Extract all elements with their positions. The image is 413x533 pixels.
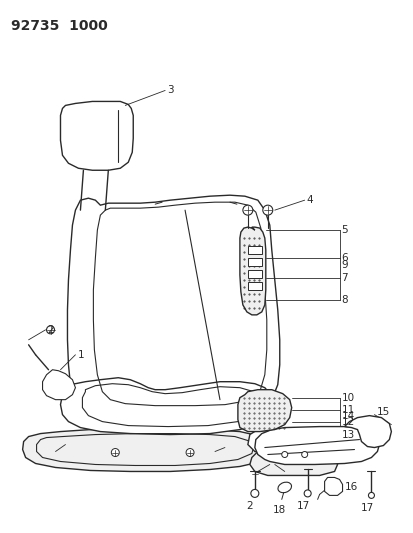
Polygon shape bbox=[247, 258, 261, 266]
Polygon shape bbox=[247, 430, 334, 455]
Polygon shape bbox=[237, 390, 291, 432]
Text: 18: 18 bbox=[273, 505, 286, 515]
Text: 15: 15 bbox=[375, 407, 389, 417]
Polygon shape bbox=[247, 282, 261, 290]
Text: 9: 9 bbox=[341, 260, 347, 270]
Text: 7: 7 bbox=[341, 273, 347, 283]
Circle shape bbox=[242, 205, 252, 215]
Text: 10: 10 bbox=[341, 393, 354, 402]
Text: 14: 14 bbox=[341, 410, 354, 421]
Text: 8: 8 bbox=[341, 295, 347, 305]
Polygon shape bbox=[60, 101, 133, 170]
Polygon shape bbox=[23, 429, 272, 472]
Text: 1: 1 bbox=[77, 350, 84, 360]
Circle shape bbox=[301, 451, 307, 457]
Circle shape bbox=[368, 492, 373, 498]
Text: 12: 12 bbox=[341, 417, 354, 426]
Text: 5: 5 bbox=[341, 225, 347, 235]
Text: 4: 4 bbox=[306, 195, 313, 205]
Polygon shape bbox=[67, 195, 279, 415]
Text: 92735  1000: 92735 1000 bbox=[11, 19, 107, 33]
Text: 17: 17 bbox=[360, 503, 373, 513]
Polygon shape bbox=[60, 378, 274, 434]
Text: 2: 2 bbox=[246, 502, 253, 511]
Circle shape bbox=[262, 205, 272, 215]
Polygon shape bbox=[324, 478, 342, 495]
Polygon shape bbox=[247, 270, 261, 278]
Text: 6: 6 bbox=[341, 253, 347, 263]
Circle shape bbox=[304, 490, 311, 497]
Text: 13: 13 bbox=[341, 430, 354, 440]
Ellipse shape bbox=[277, 482, 291, 492]
Text: 11: 11 bbox=[341, 405, 354, 415]
Polygon shape bbox=[344, 416, 390, 448]
Circle shape bbox=[250, 489, 258, 497]
Text: 3: 3 bbox=[167, 85, 173, 95]
Polygon shape bbox=[247, 246, 261, 254]
Polygon shape bbox=[249, 451, 337, 475]
Text: 2: 2 bbox=[47, 325, 54, 335]
Circle shape bbox=[281, 451, 287, 457]
Circle shape bbox=[111, 449, 119, 456]
Polygon shape bbox=[43, 370, 75, 400]
Polygon shape bbox=[239, 227, 265, 315]
Polygon shape bbox=[254, 426, 378, 464]
Text: 16: 16 bbox=[344, 482, 357, 492]
Text: 17: 17 bbox=[297, 502, 310, 511]
Circle shape bbox=[185, 449, 194, 456]
Circle shape bbox=[46, 326, 55, 334]
